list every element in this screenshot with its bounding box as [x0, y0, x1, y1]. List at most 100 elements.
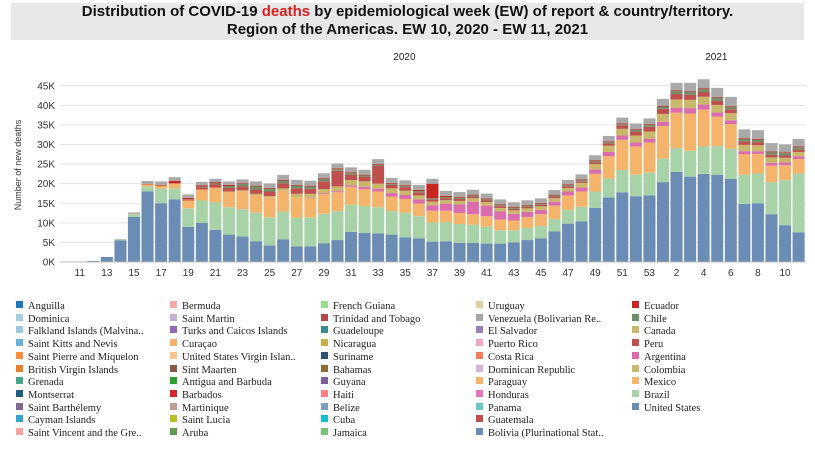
bar-segment: [534, 214, 548, 226]
legend-label: Barbados: [182, 389, 222, 401]
bar-segment: [616, 139, 629, 170]
bar-segment: [494, 211, 507, 220]
legend-label: Bermuda: [182, 301, 221, 312]
legend-label: Costa Rica: [488, 351, 534, 363]
legend-item: Cuba: [321, 415, 355, 427]
bar-segment: [711, 146, 724, 175]
bar-segment: [751, 139, 765, 143]
bar-segment: [738, 141, 751, 145]
bar-segment: [154, 184, 168, 186]
bar-segment: [127, 216, 141, 262]
bar-segment: [304, 193, 317, 198]
bar-segment: [724, 178, 737, 262]
bar-segment: [588, 169, 602, 174]
legend-label: Trinidad and Tobago: [333, 313, 421, 325]
bar-segment: [426, 183, 439, 199]
bar-segment: [154, 203, 168, 262]
legend-swatch: [632, 339, 639, 347]
bar-segment: [426, 241, 439, 262]
bar-segment: [534, 209, 548, 215]
bar-segment: [439, 196, 453, 199]
bar-segment: [521, 216, 534, 228]
bar-segment: [765, 165, 778, 183]
legend-item: Saint Barthélemy: [16, 402, 101, 415]
bar-segment: [466, 224, 480, 243]
bar-segment: [277, 183, 290, 189]
bar-segment: [561, 187, 575, 192]
x-tick-label: 33: [373, 268, 385, 279]
bar-segment: [87, 260, 100, 262]
title-line-2: Region of the Americas. EW 10, 2020 - EW…: [226, 21, 589, 38]
legend-label: Uruguay: [488, 301, 525, 312]
bar-segment: [453, 204, 466, 214]
legend-swatch: [476, 364, 483, 372]
bar-segment: [521, 240, 534, 262]
legend-swatch: [321, 301, 328, 308]
bar-segment: [344, 173, 358, 175]
bar-segment: [277, 179, 290, 181]
bar-segment: [277, 188, 290, 191]
bar-segment: [629, 142, 643, 147]
legend-item: Bermuda: [170, 301, 221, 313]
chart-title: Distribution of COVID-19 deaths by epide…: [11, 3, 804, 40]
bar-segment: [711, 97, 724, 98]
bar-segment: [656, 98, 670, 106]
bar-segment: [724, 113, 737, 121]
bar-segment: [412, 195, 426, 200]
legend-item: Puerto Rico: [476, 339, 538, 351]
legend-item: Argentina: [632, 351, 686, 364]
legend-item: Bahamas: [321, 364, 372, 377]
legend-label: Suriname: [333, 351, 374, 363]
bar-segment: [249, 195, 263, 213]
bar-segment: [399, 198, 412, 213]
bar-segment: [317, 243, 331, 262]
bar-segment: [724, 148, 737, 179]
bar-segment: [426, 201, 439, 206]
legend-item: El Salvador: [476, 326, 537, 338]
legend-label: Martinique: [182, 402, 229, 414]
bar-segment: [195, 222, 208, 262]
bar-segment: [426, 210, 439, 223]
legend-swatch: [476, 377, 483, 385]
bar-segment: [507, 220, 520, 231]
bar-segment: [317, 178, 331, 182]
legend-item: Mexico: [632, 377, 676, 389]
legend-swatch: [632, 402, 639, 410]
bar-segment: [738, 204, 751, 262]
bar-segment: [507, 208, 520, 211]
bar-segment: [778, 155, 792, 158]
x-tick-label: 10: [779, 268, 791, 279]
legend-item: Saint Martin: [170, 313, 235, 326]
legend-label: Peru: [644, 339, 664, 351]
bar-segment: [575, 181, 588, 183]
bar-segment: [751, 151, 765, 154]
bar-segment: [209, 187, 222, 203]
bar-segment: [656, 106, 670, 109]
bar-segment: [412, 216, 426, 239]
legend-item: Falkland Islands (Malvina..: [16, 326, 143, 338]
bar-segment: [616, 135, 629, 140]
bar-segment: [602, 197, 615, 262]
bar-segment: [507, 213, 520, 221]
bar-segment: [412, 184, 426, 190]
legend-swatch: [321, 402, 328, 410]
bar-segment: [263, 196, 276, 198]
x-tick-label: 29: [318, 268, 330, 279]
bar-segment: [643, 124, 656, 127]
bar-segment: [643, 195, 656, 262]
legend-item: Sint Maarten: [170, 364, 237, 377]
legend-label: Ecuador: [644, 301, 679, 312]
legend-swatch: [321, 428, 328, 435]
bar-segment: [331, 170, 344, 187]
bar-segment: [385, 193, 398, 197]
legend-item: Saint Vincent and the Gre..: [16, 428, 141, 440]
bar-segment: [399, 237, 412, 262]
legend-swatch: [170, 313, 177, 321]
bar-segment: [209, 182, 222, 184]
bar-segment: [494, 243, 507, 262]
legend-swatch: [632, 377, 639, 385]
x-tick-label: 45: [535, 268, 547, 279]
legend-label: Honduras: [488, 389, 529, 401]
bar-segment: [548, 194, 561, 196]
bar-segment: [290, 217, 303, 247]
